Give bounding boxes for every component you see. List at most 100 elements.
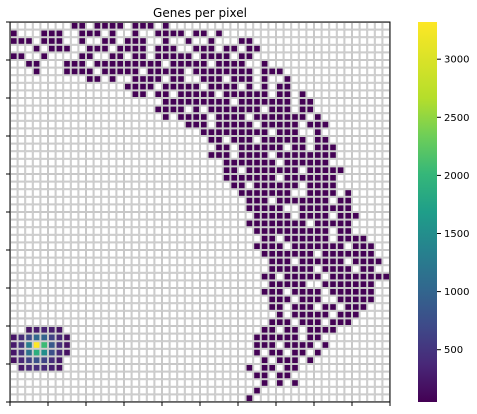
heatmap-cell-filled [344, 310, 352, 319]
heatmap-cell-empty [25, 22, 33, 30]
heatmap-cell-empty [55, 136, 64, 144]
heatmap-cell-empty [184, 151, 193, 159]
heatmap-cell-empty [169, 341, 178, 349]
heatmap-cell-empty [70, 29, 79, 38]
heatmap-cell-filled [268, 181, 276, 190]
heatmap-cell-filled [260, 128, 269, 136]
heatmap-cell-empty [86, 371, 94, 380]
heatmap-cell-empty [116, 288, 125, 296]
heatmap-cell-empty [200, 242, 208, 250]
heatmap-cell-empty [139, 120, 147, 129]
heatmap-cell-empty [101, 98, 109, 106]
heatmap-cell-empty [146, 310, 155, 319]
heatmap-cell-empty [321, 60, 330, 68]
heatmap-cell-empty [70, 158, 79, 167]
heatmap-cell-filled [382, 272, 390, 281]
heatmap-cell-empty [321, 295, 330, 304]
heatmap-cell-empty [230, 29, 238, 38]
heatmap-cell-filled [283, 250, 292, 258]
heatmap-cell-empty [86, 37, 94, 45]
heatmap-cell-filled [25, 356, 33, 364]
heatmap-cell-empty [215, 265, 223, 273]
heatmap-cell-empty [48, 75, 56, 83]
heatmap-cell-empty [215, 379, 223, 387]
heatmap-cell-filled [336, 204, 345, 212]
heatmap-cell-empty [154, 227, 162, 235]
heatmap-cell-empty [200, 250, 208, 258]
heatmap-cell-empty [238, 310, 246, 319]
heatmap-cell-filled [359, 257, 368, 266]
heatmap-cell-filled [291, 250, 299, 258]
heatmap-cell-filled [222, 90, 231, 99]
heatmap-cell-filled [260, 212, 269, 220]
heatmap-cell-empty [162, 212, 170, 220]
heatmap-cell-empty [283, 379, 292, 387]
heatmap-cell-empty [222, 364, 231, 372]
heatmap-cell-empty [253, 265, 261, 273]
heatmap-cell-empty [108, 310, 117, 319]
heatmap-cell-empty [192, 52, 200, 61]
heatmap-cell-empty [131, 151, 140, 159]
heatmap-cell-empty [162, 310, 170, 319]
heatmap-cell-empty [32, 120, 41, 129]
heatmap-cell-empty [222, 310, 231, 319]
heatmap-cell-filled [253, 90, 261, 99]
heatmap-cell-empty [124, 272, 132, 281]
heatmap-cell-empty [192, 386, 200, 395]
heatmap-cell-empty [184, 158, 193, 167]
colorbar-gradient [418, 22, 437, 402]
heatmap-cell-empty [352, 318, 360, 326]
heatmap-cell-filled [139, 37, 147, 45]
heatmap-cell-empty [207, 234, 216, 243]
heatmap-cell-empty [40, 318, 49, 326]
heatmap-cell-filled [291, 234, 299, 243]
heatmap-cell-empty [116, 257, 125, 266]
heatmap-cell-filled [276, 151, 284, 159]
heatmap-cell-empty [32, 265, 41, 273]
heatmap-cell-empty [329, 120, 337, 129]
plot-area [10, 22, 390, 402]
heatmap-cell-filled [298, 196, 307, 205]
heatmap-cell-empty [108, 234, 117, 243]
heatmap-cell-empty [116, 219, 125, 228]
heatmap-cell-filled [25, 341, 33, 349]
heatmap-cell-empty [192, 318, 200, 326]
heatmap-cell-empty [10, 174, 18, 182]
heatmap-cell-empty [245, 250, 254, 258]
heatmap-cell-empty [124, 166, 132, 174]
heatmap-cell-empty [10, 166, 18, 174]
heatmap-cell-filled [306, 341, 314, 349]
heatmap-cell-empty [184, 234, 193, 243]
heatmap-cell-empty [154, 280, 162, 288]
heatmap-cell-filled [260, 189, 269, 197]
heatmap-cell-empty [108, 348, 117, 357]
heatmap-cell-empty [245, 272, 254, 281]
heatmap-cell-filled [55, 326, 64, 334]
heatmap-cell-empty [374, 310, 383, 319]
heatmap-cell-empty [382, 29, 390, 38]
heatmap-cell-empty [215, 44, 223, 53]
heatmap-cell-empty [70, 82, 79, 91]
heatmap-cell-empty [101, 242, 109, 250]
heatmap-cell-empty [215, 158, 223, 167]
heatmap-cell-empty [162, 204, 170, 212]
heatmap-cell-empty [108, 288, 117, 296]
heatmap-cell-filled [336, 280, 345, 288]
heatmap-cell-empty [108, 143, 117, 152]
heatmap-cell-empty [207, 386, 216, 395]
heatmap-cell-empty [306, 52, 314, 61]
heatmap-cell-empty [238, 22, 246, 30]
heatmap-cell-empty [86, 356, 94, 364]
heatmap-cell-filled [192, 98, 200, 106]
heatmap-cell-empty [70, 356, 79, 364]
heatmap-cell-filled [40, 341, 49, 349]
heatmap-cell-empty [101, 204, 109, 212]
heatmap-cell-empty [184, 257, 193, 266]
heatmap-cell-empty [344, 326, 352, 334]
heatmap-cell-filled [344, 318, 352, 326]
heatmap-cell-empty [146, 113, 155, 121]
heatmap-cell-empty [162, 158, 170, 167]
heatmap-cell-empty [291, 29, 299, 38]
heatmap-cell-filled [276, 333, 284, 342]
heatmap-cell-empty [154, 326, 162, 334]
